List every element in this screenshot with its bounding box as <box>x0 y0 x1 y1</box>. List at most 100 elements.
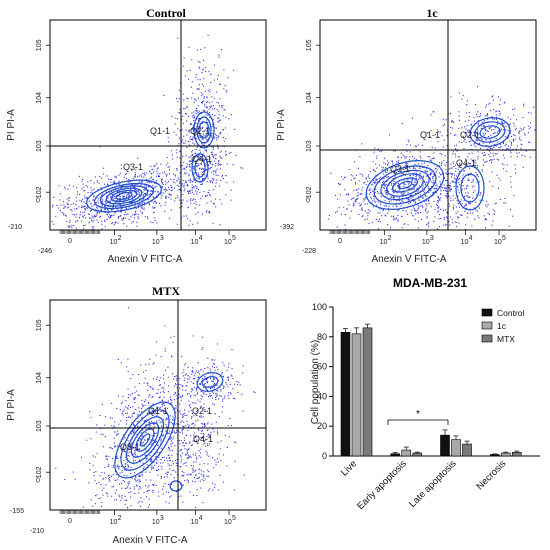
category-label: Live <box>339 458 359 478</box>
event-dot <box>195 133 197 135</box>
event-dot <box>344 176 346 178</box>
event-dot <box>414 167 416 169</box>
event-dot <box>485 139 487 141</box>
x-tick-label: 10 <box>422 239 430 246</box>
event-dot <box>368 174 370 176</box>
event-dot <box>192 335 194 337</box>
event-dot <box>395 205 397 207</box>
event-dot <box>185 113 187 115</box>
event-dot <box>152 484 154 486</box>
event-dot <box>495 145 497 147</box>
event-dot <box>135 454 137 456</box>
event-dot <box>448 185 450 187</box>
event-dot <box>151 420 153 422</box>
event-dot <box>509 132 511 134</box>
event-dot <box>134 175 136 177</box>
event-dot <box>473 131 475 133</box>
event-dot <box>222 137 224 139</box>
event-dot <box>92 505 94 507</box>
event-dot <box>175 384 177 386</box>
event-dot <box>208 437 210 439</box>
event-dot <box>100 202 102 204</box>
event-dot <box>134 213 136 215</box>
event-dot <box>457 189 459 191</box>
event-dot <box>528 128 530 130</box>
event-dot <box>178 89 180 91</box>
event-dot <box>463 170 465 172</box>
event-dot <box>139 486 141 488</box>
event-dot <box>470 124 472 126</box>
event-dot <box>110 217 112 219</box>
event-dot <box>510 130 512 132</box>
event-dot <box>97 198 99 200</box>
event-dot <box>130 466 132 468</box>
event-dot <box>476 133 478 135</box>
event-dot <box>228 363 230 365</box>
event-dot <box>126 194 128 196</box>
event-dot <box>161 187 163 189</box>
event-dot <box>208 434 210 436</box>
event-dot <box>158 495 160 497</box>
event-dot <box>161 180 163 182</box>
event-dot <box>174 423 176 425</box>
event-dot <box>156 171 158 173</box>
event-dot <box>190 381 192 383</box>
event-dot <box>148 412 150 414</box>
event-dot <box>188 141 190 143</box>
event-dot <box>123 196 125 198</box>
event-dot <box>108 479 110 481</box>
contour-ring <box>105 187 143 205</box>
event-dot <box>198 175 200 177</box>
event-dot <box>70 209 72 211</box>
contour-ring <box>99 185 149 207</box>
event-dot <box>185 373 187 375</box>
bar-1c-necrosis <box>500 452 511 457</box>
event-dot <box>200 156 202 158</box>
event-dot <box>82 183 84 185</box>
event-dot <box>477 215 479 217</box>
event-dot <box>397 209 399 211</box>
event-dot <box>190 395 192 397</box>
event-dot <box>472 212 474 214</box>
event-dot <box>401 173 403 175</box>
event-dot <box>147 389 149 391</box>
event-dot <box>475 201 477 203</box>
event-dot <box>136 183 138 185</box>
event-dot <box>469 202 471 204</box>
event-dot <box>145 187 147 189</box>
event-dot <box>441 163 443 165</box>
event-dot <box>384 200 386 202</box>
event-dot <box>415 175 417 177</box>
event-dot <box>149 421 151 423</box>
event-dot <box>141 203 143 205</box>
event-dot <box>124 488 126 490</box>
event-dot <box>109 196 111 198</box>
event-dot <box>225 127 227 129</box>
event-dot <box>229 417 231 419</box>
event-dot <box>115 201 117 203</box>
event-dot <box>213 160 215 162</box>
event-dot <box>106 183 108 185</box>
event-dot <box>431 146 433 148</box>
event-dot <box>216 395 218 397</box>
event-dot <box>489 142 491 144</box>
event-dot <box>150 182 152 184</box>
density-contours <box>114 372 224 492</box>
event-dot <box>97 209 99 211</box>
x-tick-label: 10 <box>224 519 232 526</box>
event-dot <box>109 214 111 216</box>
event-dot <box>209 157 211 159</box>
event-dot <box>461 180 463 182</box>
event-dot <box>107 184 109 186</box>
event-dot <box>192 453 194 455</box>
event-dot <box>185 129 187 131</box>
event-dot <box>407 163 409 165</box>
event-dot <box>360 208 362 210</box>
event-dot <box>196 138 198 140</box>
event-dot <box>400 170 402 172</box>
event-dot <box>217 137 219 139</box>
event-dot <box>210 387 212 389</box>
event-dot <box>96 494 98 496</box>
event-dot <box>438 131 440 133</box>
